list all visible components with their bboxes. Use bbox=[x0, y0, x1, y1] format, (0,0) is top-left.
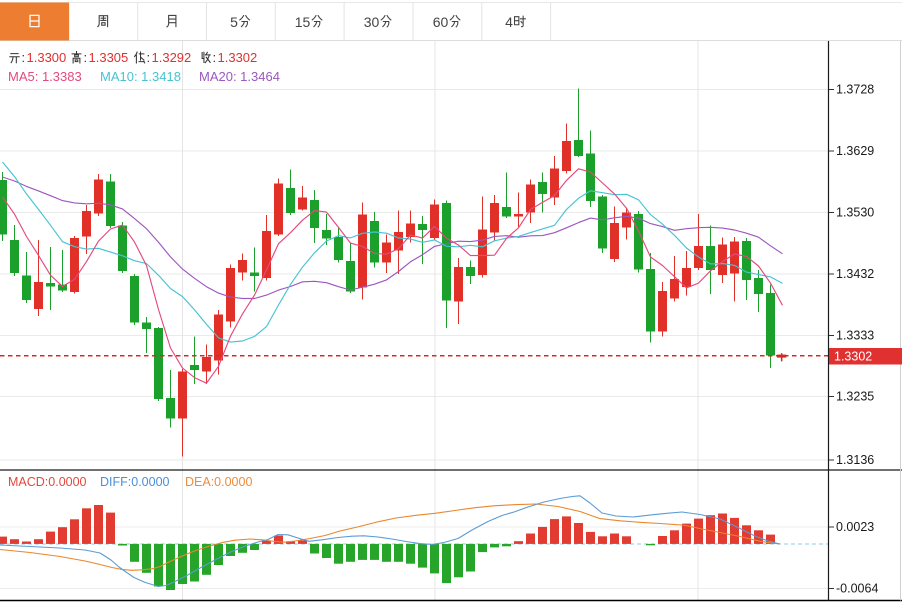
svg-text:DIFF:0.0000: DIFF:0.0000 bbox=[100, 475, 170, 489]
svg-text:1.3235: 1.3235 bbox=[836, 390, 874, 404]
svg-text:MACD:0.0000: MACD:0.0000 bbox=[8, 475, 87, 489]
svg-text:1.3136: 1.3136 bbox=[836, 453, 874, 467]
svg-text:60: 60 bbox=[433, 14, 449, 30]
svg-text:1.3629: 1.3629 bbox=[836, 144, 874, 158]
svg-text:-0.0064: -0.0064 bbox=[836, 582, 878, 596]
svg-text::: : bbox=[213, 50, 217, 65]
svg-text::: : bbox=[147, 50, 151, 65]
svg-text:1.3292: 1.3292 bbox=[152, 50, 192, 65]
svg-text:1.3302: 1.3302 bbox=[834, 350, 872, 364]
svg-text:MA10: 1.3418: MA10: 1.3418 bbox=[100, 69, 181, 84]
svg-text::: : bbox=[84, 50, 88, 65]
svg-text:1.3333: 1.3333 bbox=[836, 329, 874, 343]
svg-text:1.3728: 1.3728 bbox=[836, 83, 874, 97]
svg-text:15: 15 bbox=[295, 14, 311, 30]
svg-text:1.3302: 1.3302 bbox=[218, 50, 258, 65]
svg-text:1.3300: 1.3300 bbox=[27, 50, 67, 65]
svg-text:0.0023: 0.0023 bbox=[836, 520, 874, 534]
svg-text:5: 5 bbox=[230, 14, 238, 30]
svg-text::: : bbox=[22, 50, 26, 65]
svg-text:1.3432: 1.3432 bbox=[836, 267, 874, 281]
svg-text:MA20: 1.3464: MA20: 1.3464 bbox=[199, 69, 280, 84]
svg-text:MA5: 1.3383: MA5: 1.3383 bbox=[8, 69, 82, 84]
svg-text:1.3530: 1.3530 bbox=[836, 206, 874, 220]
svg-text:30: 30 bbox=[364, 14, 380, 30]
svg-text:4: 4 bbox=[505, 14, 513, 30]
svg-text:DEA:0.0000: DEA:0.0000 bbox=[185, 475, 252, 489]
svg-text:1.3305: 1.3305 bbox=[89, 50, 129, 65]
